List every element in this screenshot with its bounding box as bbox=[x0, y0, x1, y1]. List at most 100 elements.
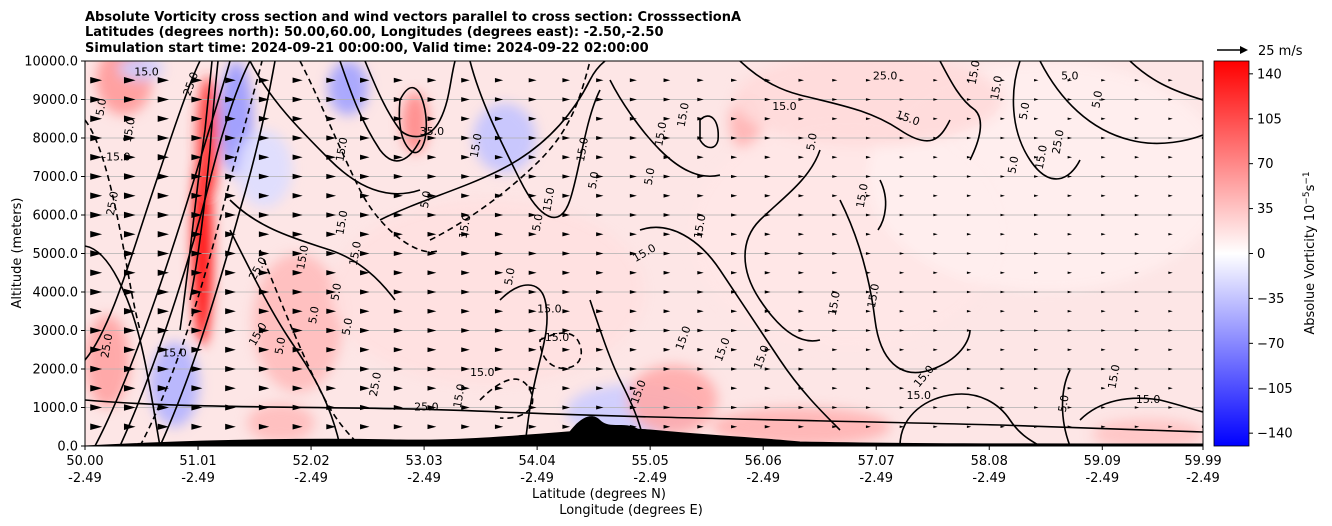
wind-vector bbox=[1034, 98, 1039, 101]
wind-vector bbox=[157, 404, 169, 411]
wind-vector bbox=[1034, 425, 1039, 428]
wind-vector bbox=[191, 346, 203, 353]
wind-vector bbox=[562, 232, 571, 237]
wind-vector bbox=[731, 271, 738, 275]
vorticity-patch bbox=[247, 403, 315, 443]
wind-vector bbox=[461, 77, 470, 83]
contour-line bbox=[1079, 397, 1203, 421]
wind-vector bbox=[191, 385, 203, 392]
wind-vector bbox=[629, 424, 637, 429]
contour-line bbox=[379, 61, 606, 221]
wind-vector bbox=[461, 270, 470, 276]
wind-vector bbox=[798, 290, 804, 294]
wind-vector bbox=[360, 289, 370, 295]
wind-vector bbox=[123, 423, 136, 430]
wind-vector bbox=[933, 406, 938, 409]
wind-vector bbox=[1000, 136, 1005, 140]
wind-vector bbox=[157, 346, 169, 353]
contour-label: 5.0 bbox=[1005, 155, 1021, 174]
wind-vector bbox=[966, 233, 972, 236]
wind-vector bbox=[832, 348, 838, 352]
wind-vector bbox=[1067, 194, 1073, 197]
wind-vector bbox=[292, 135, 303, 141]
contour-label: 15.0 bbox=[826, 290, 843, 316]
wind-vector bbox=[596, 347, 604, 352]
wind-vector bbox=[494, 308, 504, 314]
wind-vector bbox=[1000, 290, 1005, 294]
contour-line bbox=[398, 86, 428, 154]
wind-vector bbox=[90, 230, 103, 238]
wind-vector bbox=[731, 328, 738, 333]
wind-vector bbox=[1067, 117, 1073, 120]
wind-vector bbox=[899, 232, 905, 236]
wind-vector bbox=[966, 290, 972, 294]
wind-vector bbox=[1067, 425, 1073, 428]
wind-vector bbox=[899, 213, 905, 217]
wind-vector bbox=[494, 97, 504, 102]
wind-vector bbox=[596, 97, 604, 102]
wind-vector bbox=[292, 212, 303, 218]
wind-vector bbox=[326, 96, 337, 103]
wind-vector bbox=[225, 212, 236, 218]
wind-vector bbox=[764, 251, 771, 256]
wind-vector bbox=[1101, 156, 1106, 159]
contour-line bbox=[85, 61, 201, 361]
chart-title-line-2: Latitudes (degrees north): 50.00,60.00, … bbox=[85, 25, 664, 40]
wind-vector bbox=[1034, 387, 1039, 390]
wind-vector bbox=[494, 347, 504, 353]
wind-vector bbox=[663, 193, 671, 198]
wind-vector bbox=[1168, 175, 1173, 178]
chart-title-line-3: Simulation start time: 2024-09-21 00:00:… bbox=[85, 41, 649, 56]
wind-vector bbox=[258, 173, 270, 180]
wind-vector bbox=[764, 232, 771, 236]
wind-vector bbox=[292, 366, 303, 372]
vorticity-patch bbox=[118, 61, 164, 81]
x-tick-label-latitude: 52.02 bbox=[292, 454, 329, 469]
wind-vector bbox=[697, 270, 704, 275]
wind-vector bbox=[1168, 136, 1173, 140]
wind-vector bbox=[1101, 425, 1106, 428]
wind-vector bbox=[326, 347, 337, 353]
wind-vector bbox=[1168, 194, 1173, 197]
wind-vector bbox=[731, 290, 738, 294]
wind-vector bbox=[596, 212, 604, 218]
wind-vector bbox=[1067, 271, 1073, 274]
wind-vector bbox=[764, 386, 771, 390]
wind-vector bbox=[933, 290, 938, 294]
wind-vector bbox=[292, 77, 303, 84]
wind-vector bbox=[393, 77, 403, 83]
wind-vector bbox=[90, 384, 103, 392]
wind-vector bbox=[157, 308, 169, 315]
wind-vector bbox=[798, 348, 804, 352]
wind-vector bbox=[123, 115, 136, 122]
contour-line bbox=[877, 179, 887, 231]
colorbar-tick-label: 0 bbox=[1257, 247, 1265, 262]
wind-vector bbox=[292, 96, 303, 103]
wind-vector bbox=[899, 175, 905, 178]
wind-vector bbox=[123, 385, 136, 392]
x-axis: 50.00 -2.49 51.01 -2.49 52.02 -2.49 53.03 -2.49… bbox=[66, 446, 1222, 486]
wind-vector bbox=[596, 289, 604, 295]
wind-vector bbox=[258, 366, 270, 372]
wind-vector bbox=[427, 385, 437, 391]
wind-vector bbox=[157, 211, 169, 219]
wind-vector bbox=[528, 386, 537, 391]
wind-vector bbox=[360, 212, 370, 218]
wind-vector bbox=[596, 424, 604, 429]
wind-vector bbox=[1134, 387, 1140, 390]
wind-vector bbox=[697, 136, 704, 140]
wind-vector bbox=[596, 116, 604, 121]
contour-label: 5.0 bbox=[804, 132, 820, 151]
wind-vector bbox=[494, 193, 504, 199]
wind-vector bbox=[258, 404, 270, 411]
wind-vector bbox=[865, 175, 871, 178]
wind-vector bbox=[629, 155, 637, 160]
wind-vector bbox=[596, 174, 604, 179]
wind-vector bbox=[1134, 213, 1140, 217]
contour-label: 5.0 bbox=[530, 213, 546, 232]
wind-vector bbox=[1000, 252, 1005, 255]
wind-vector bbox=[798, 309, 804, 313]
contour-line bbox=[899, 393, 1041, 446]
wind-vector bbox=[933, 425, 938, 428]
x-tick-label-latitude: 51.01 bbox=[179, 454, 216, 469]
